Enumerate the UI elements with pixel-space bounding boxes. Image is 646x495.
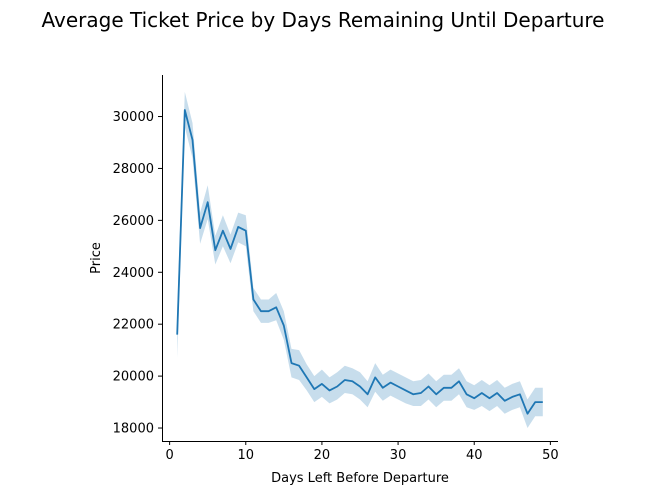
y-tick-label: 24000	[113, 266, 154, 281]
chart-title: Average Ticket Price by Days Remaining U…	[42, 8, 605, 32]
x-axis-label: Days Left Before Departure	[271, 471, 449, 486]
y-tick-label: 22000	[113, 318, 154, 333]
y-tick-label: 18000	[113, 422, 154, 437]
x-tick-label: 30	[390, 448, 407, 463]
y-tick-label: 26000	[113, 214, 154, 229]
y-tick-label: 30000	[113, 110, 154, 125]
price-series-line	[176, 109, 543, 415]
x-tick-label: 40	[466, 448, 483, 463]
x-tick-label: 50	[542, 448, 559, 463]
x-tick-label: 20	[314, 448, 331, 463]
confidence-band	[177, 91, 543, 429]
x-tick-label: 10	[237, 448, 254, 463]
y-tick-label: 20000	[113, 370, 154, 385]
x-tick-label: 0	[165, 448, 173, 463]
y-tick-label: 28000	[113, 162, 154, 177]
y-axis-label: Price	[89, 242, 104, 274]
